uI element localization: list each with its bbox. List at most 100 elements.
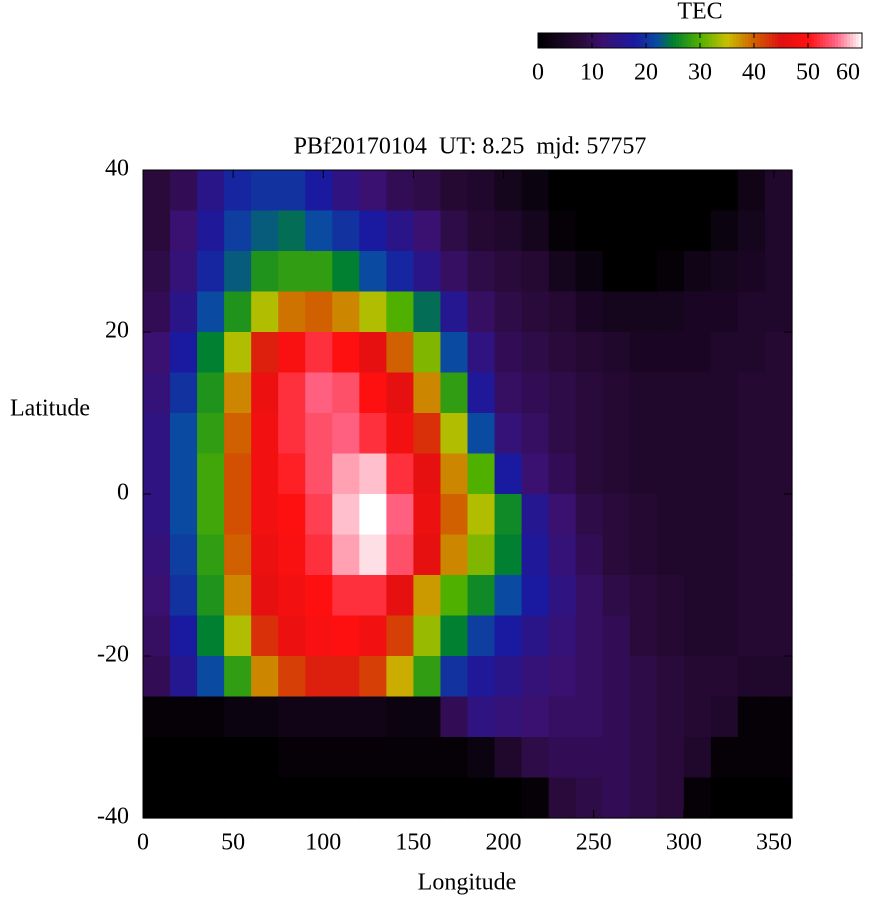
colorbar-swatch [730,33,734,48]
colorbar-swatch [667,33,671,48]
heat-cell [467,291,496,333]
heat-cell [224,170,252,212]
heat-cell [359,615,387,657]
heat-cell [602,170,631,212]
colorbar-swatch [754,33,758,48]
colorbar-swatch [577,33,581,48]
y-tick-label: 0 [117,480,129,506]
heat-cell [413,534,442,576]
colorbar-swatch [817,33,821,48]
heat-cell [494,615,523,657]
heat-cell [764,372,793,414]
heat-cell [143,737,171,779]
heat-cell [494,210,523,252]
colorbar-swatch [664,33,668,48]
colorbar-swatch [691,33,695,48]
heat-cell [386,170,415,212]
heat-cell [359,696,387,738]
heat-cell [170,534,198,576]
heat-cell [710,170,739,212]
heat-cell [440,494,469,536]
colorbar-swatch [763,33,767,48]
heat-cell [143,210,171,252]
heat-cell [656,210,685,252]
heat-cell [332,534,360,576]
x-tick-label: 250 [576,830,612,856]
heat-cell [683,696,712,738]
heat-cell [359,372,387,414]
heat-cell [170,575,198,617]
heat-cell [521,696,550,738]
heat-cell [467,413,496,455]
heat-cell [467,251,496,293]
heat-cell [548,210,577,252]
heat-cell [494,251,523,293]
colorbar-swatch [805,33,809,48]
colorbar-swatch [778,33,782,48]
heat-cell [467,494,496,536]
heat-cell [575,332,604,374]
heat-cell [683,413,712,455]
colorbar-swatch [700,33,704,48]
colorbar-swatch [538,33,542,48]
heat-cell [143,170,171,212]
heat-cell [305,453,333,495]
heat-cell [548,777,577,819]
heat-cell [224,210,252,252]
heat-cell [386,656,415,698]
heat-cell [332,372,360,414]
colorbar-swatch [553,33,557,48]
heat-cell [386,575,415,617]
heat-cell [143,413,171,455]
heat-cell [521,251,550,293]
heat-cell [359,413,387,455]
heat-cell [305,737,333,779]
heat-cell [629,615,658,657]
heat-cell [278,453,306,495]
heat-cell [440,332,469,374]
heat-cell [359,656,387,698]
heat-cell [278,494,306,536]
heat-cell [386,494,415,536]
heat-cell [278,656,306,698]
heat-cell [467,575,496,617]
heat-cell [332,777,360,819]
heat-cell [170,251,198,293]
heat-cell [197,534,225,576]
heat-cell [143,453,171,495]
colorbar-swatch [676,33,680,48]
heat-cell [710,210,739,252]
heat-cell [548,372,577,414]
chart-title: PBf20170104 UT: 8.25 mjd: 57757 [294,134,647,160]
heat-cell [197,615,225,657]
heat-cell [521,777,550,819]
colorbar-swatch [547,33,551,48]
colorbar-swatch [595,33,599,48]
heat-cell [197,291,225,333]
heat-cell [386,453,415,495]
heat-cell [575,696,604,738]
heat-cell [764,696,793,738]
heat-cell [737,291,766,333]
heat-cell [305,696,333,738]
colorbar-swatch [649,33,653,48]
heat-cell [386,332,415,374]
heat-cell [197,170,225,212]
heat-cell [224,656,252,698]
heat-cell [440,777,469,819]
heat-cell [548,291,577,333]
colorbar-swatch [652,33,656,48]
heat-cell [656,575,685,617]
colorbar-swatch [739,33,743,48]
heat-cell [170,615,198,657]
y-tick-label: -20 [97,642,129,668]
heat-cell [278,534,306,576]
colorbar-swatch [646,33,650,48]
heat-cell [656,332,685,374]
colorbar-swatch [718,33,722,48]
heat-cell [683,575,712,617]
heat-cell [629,291,658,333]
heat-cell [656,656,685,698]
colorbar-swatch [541,33,545,48]
heat-cell [143,291,171,333]
